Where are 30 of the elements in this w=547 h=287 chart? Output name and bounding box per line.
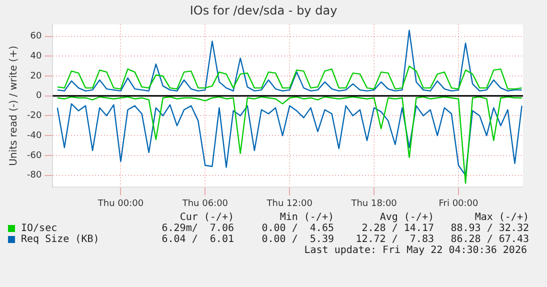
y-tick-label: 60 xyxy=(30,32,42,42)
text: Min (-/+) xyxy=(278,212,335,223)
text: 6.04 / 6.01 xyxy=(160,234,235,245)
legend-label: Req Size (KB) xyxy=(21,234,100,245)
text: 0.00 / 4.65 xyxy=(260,223,335,234)
y-tick-label: -80 xyxy=(26,170,42,181)
x-tick-label: Thu 06:00 xyxy=(181,198,228,209)
text: Max (-/+) xyxy=(474,212,530,223)
text: 6.29m/ 7.06 xyxy=(160,223,235,234)
text: 12.72 / 7.83 xyxy=(354,234,435,245)
legend-label: IO/sec xyxy=(21,223,58,234)
x-tick-label: Thu 12:00 xyxy=(266,198,313,209)
y-tick-label: 20 xyxy=(30,71,42,82)
y-tick-label: -20 xyxy=(26,111,42,122)
y-tick-label: -40 xyxy=(26,130,42,141)
text: 0.00 / 5.39 xyxy=(260,234,335,245)
y-tick-label: -60 xyxy=(26,150,42,161)
text: 2.28 / 14.17 xyxy=(360,223,435,234)
text: Last update: Fri May 22 04:30:36 2026 xyxy=(303,245,528,256)
x-tick-label: Thu 18:00 xyxy=(350,198,398,209)
text: 88.93 / 32.32 xyxy=(450,223,530,234)
chart-title: IOs for /dev/sda - by day xyxy=(190,3,338,18)
text: Cur (-/+) xyxy=(178,212,235,223)
y-tick-label: 0 xyxy=(36,91,42,102)
x-tick-label: Fri 00:00 xyxy=(438,198,479,209)
y-axis-title: Units read (-) / write (+) xyxy=(8,46,20,166)
y-tick-label: 40 xyxy=(30,52,42,62)
text: Avg (-/+) xyxy=(378,212,435,223)
text: 86.28 / 67.43 xyxy=(450,234,530,245)
x-tick-label: Thu 00:00 xyxy=(96,198,144,209)
